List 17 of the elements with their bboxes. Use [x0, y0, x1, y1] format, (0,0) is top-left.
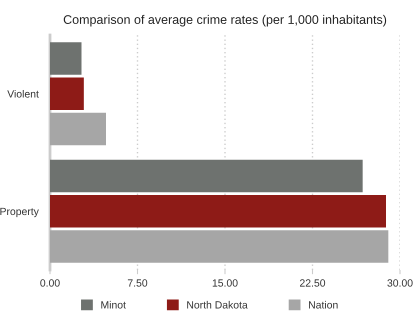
legend-label: Minot	[101, 300, 126, 309]
bar	[50, 112, 106, 146]
bar	[50, 78, 84, 110]
bar	[50, 160, 363, 192]
bar	[50, 195, 386, 228]
x-tick-label: 22.50	[300, 279, 326, 287]
x-tick-label: 30.00	[387, 279, 413, 287]
x-tick-label: 7.50	[128, 279, 148, 287]
bar	[50, 42, 82, 75]
x-tick-label: 0.00	[40, 279, 60, 287]
bar	[50, 230, 388, 263]
legend-label: North Dakota	[187, 300, 248, 309]
legend-label: Nation	[309, 300, 338, 309]
chart-title: Comparison of average crime rates (per 1,000 inhabitants)	[64, 14, 386, 26]
y-tick-label: Violent	[7, 90, 39, 98]
y-tick-label: Property	[0, 208, 39, 218]
x-tick-label: 15.00	[212, 279, 238, 287]
